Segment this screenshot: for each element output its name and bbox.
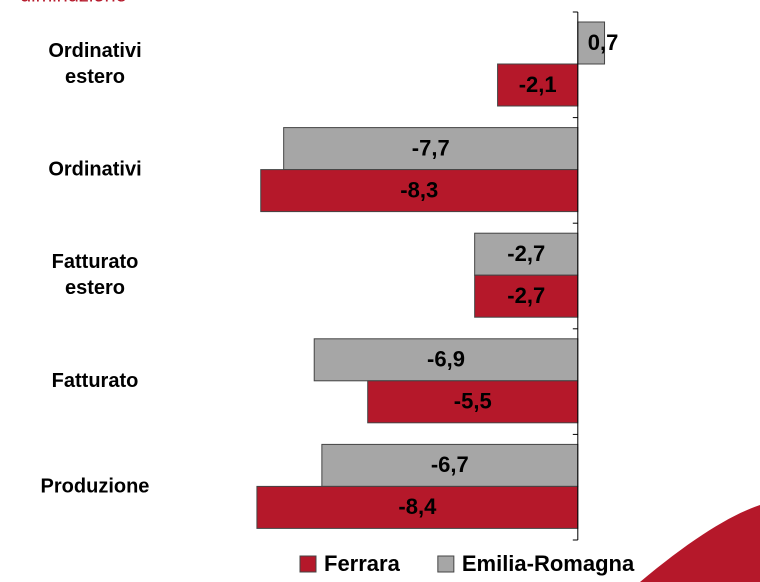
category-label: Ordinativi <box>48 159 141 181</box>
bar <box>474 232 579 276</box>
category-label: Fatturato <box>52 370 139 392</box>
bar <box>283 127 579 171</box>
legend-label: Ferrara <box>324 551 401 576</box>
value-label: -6,9 <box>427 347 465 372</box>
decoration <box>640 505 760 582</box>
category-label: Fatturato estero <box>52 251 139 299</box>
category-label: Ordinativi estero <box>48 40 141 88</box>
value-label: -2,7 <box>507 241 545 266</box>
legend-swatch <box>299 555 317 573</box>
bar <box>497 63 579 107</box>
value-label: -8,3 <box>400 177 438 202</box>
value-label: -6,7 <box>431 452 469 477</box>
bar <box>256 485 579 529</box>
value-label: -5,5 <box>454 389 492 414</box>
legend-swatch <box>437 555 455 573</box>
bar <box>474 274 579 318</box>
chart-title: diminuzione <box>20 0 127 6</box>
value-label: -7,7 <box>412 135 450 160</box>
value-label: -8,4 <box>398 494 437 519</box>
value-label: -2,1 <box>519 72 557 97</box>
bar <box>313 338 579 382</box>
value-label: 0,7 <box>588 30 619 55</box>
bar <box>260 169 579 213</box>
bar <box>321 443 579 487</box>
category-label: Produzione <box>41 475 150 497</box>
legend-label: Emilia-Romagna <box>462 551 635 576</box>
value-label: -2,7 <box>507 283 545 308</box>
bar <box>367 380 579 424</box>
